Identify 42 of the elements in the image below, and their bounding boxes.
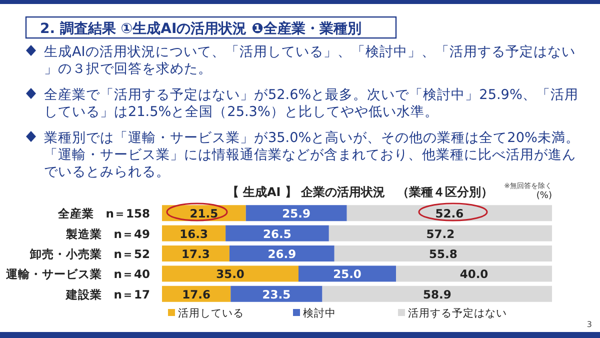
data-label: 25.0 (333, 267, 362, 282)
data-label: 23.5 (262, 287, 291, 302)
data-label: 35.0 (216, 267, 244, 282)
data-label: 17.6 (182, 287, 211, 302)
legend-label: 検討中 (303, 306, 336, 320)
legend-label: 活用している (178, 308, 244, 320)
chart-subtitle: 【 生成AI 】 企業の活用状況 （業種４区分別） (226, 185, 494, 199)
data-label: 58.9 (422, 287, 452, 302)
text: 全産業で「活用する予定はない」が52.6%と最多。次いで「検討中」25.9%、「活用している」は21.5%と全国（25.3%）と比してやや低い水準。 (44, 87, 578, 120)
y-tick-label: 運輸・サービス業 n＝40 (4, 267, 150, 282)
bar (298, 266, 396, 282)
y-tick-label: 製造業 n＝49 (64, 226, 150, 241)
data-label: 17.3 (182, 247, 210, 261)
bar (162, 246, 230, 262)
bar (334, 246, 552, 262)
bar (346, 205, 552, 222)
data-label: 52.6 (435, 206, 464, 221)
bar (322, 286, 552, 302)
text: 3 (586, 320, 592, 329)
data-label: 21.5 (190, 206, 218, 221)
legend-label: 活用する予定はない (408, 306, 507, 320)
data-label: 26.5 (263, 226, 292, 241)
y-tick-label: 建設業 n＝17 (64, 287, 150, 302)
bar (230, 286, 322, 302)
chart-title: 2. 調査結果 ①生成AIの活用状況 ❶全産業・業種別 (40, 20, 362, 37)
data-label: 55.8 (429, 247, 458, 261)
bar (226, 225, 329, 242)
data-label: 16.3 (180, 226, 208, 241)
bar (328, 225, 552, 242)
text: (%) (536, 191, 552, 201)
data-label: 57.2 (426, 226, 455, 241)
y-tick-label: 全産業 n＝158 (56, 206, 150, 221)
y-tick-label: 卸売・小売業 n＝52 (28, 247, 150, 261)
data-label: 25.9 (282, 206, 311, 221)
text: 生成AIの活用状況について、「活用している」、「検討中」、「活用する予定はない」の３択で回答を求めた。 (44, 44, 576, 77)
data-label: 40.0 (460, 267, 488, 282)
text: 業種別では「運輸・サービス業」が35.0%と高いが、その他の業種は全て20%未満。「運輸・サービス業」には情報通信業などが含まれており、他業種に比べ活用が進んでいるとみられる。 (44, 130, 580, 180)
bar (246, 205, 347, 222)
bar (162, 266, 298, 282)
data-label: 26.9 (268, 247, 296, 261)
bar (396, 266, 552, 282)
bar (229, 246, 334, 262)
